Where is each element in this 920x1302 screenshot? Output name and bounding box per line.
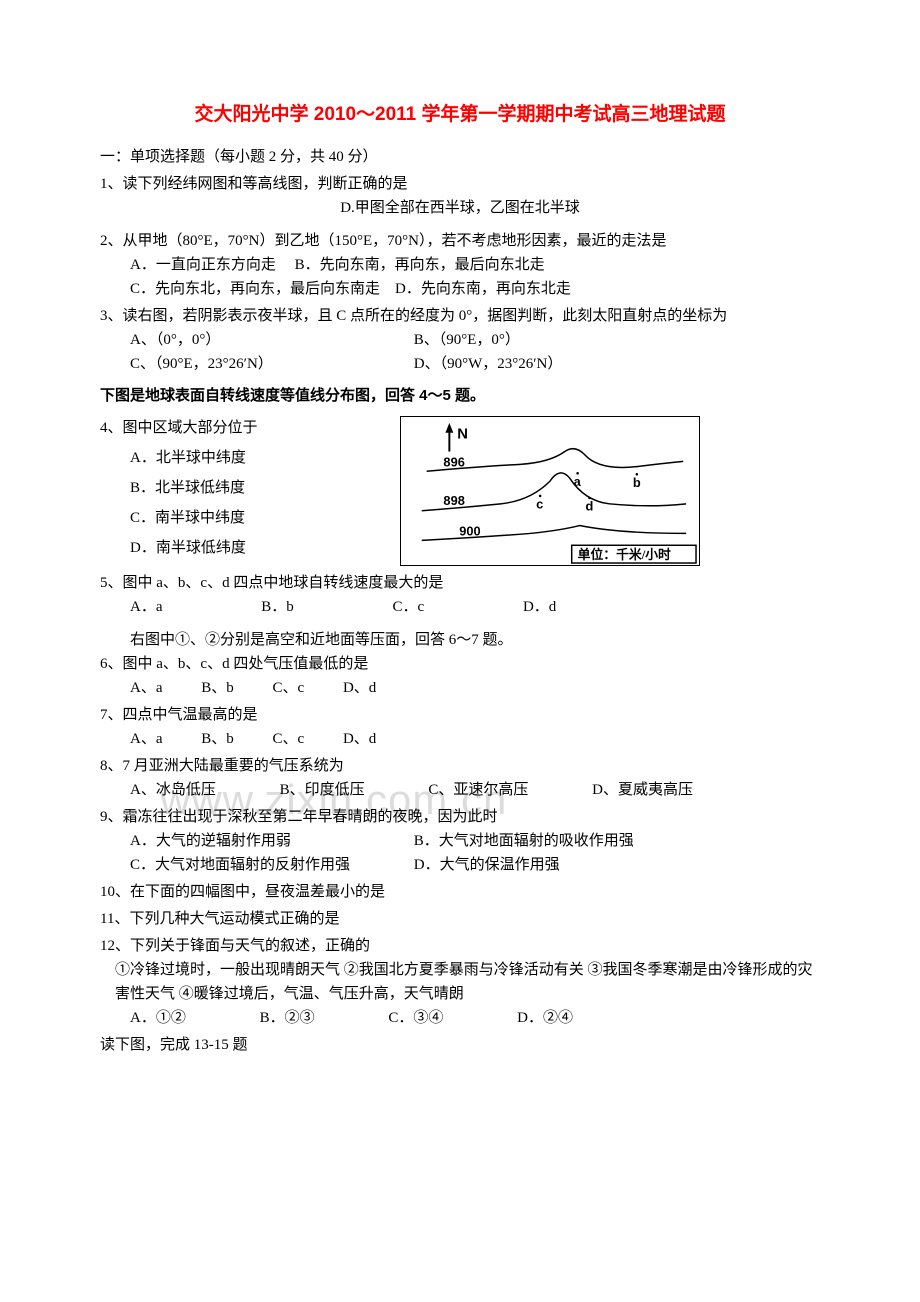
q3-optC: C、（90°E，23°26′N） bbox=[130, 352, 410, 376]
q9-optD: D．大气的保温作用强 bbox=[414, 853, 560, 877]
instruction-3: 读下图，完成 13-15 题 bbox=[100, 1033, 820, 1057]
chart-unit-label: 单位：千米/小时 bbox=[578, 547, 671, 562]
q5-optA: A．a bbox=[130, 595, 163, 619]
q12-text: 12、下列关于锋面与天气的叙述，正确的 bbox=[100, 934, 820, 958]
q2-optB: B．先向东南，再向东，最后向东北走 bbox=[295, 257, 545, 273]
q8-options: A、冰岛低压 B、印度低压 C、亚速尔高压 D、夏威夷高压 bbox=[100, 778, 820, 802]
q9-text: 9、霜冻往往出现于深秋至第二年早春晴朗的夜晚，因为此时 bbox=[100, 805, 820, 829]
point-b: b bbox=[633, 475, 641, 490]
q2-options-row1: A．一直向正东方向走 B．先向东南，再向东，最后向东北走 bbox=[100, 253, 820, 277]
q7-optA: A、a bbox=[130, 727, 163, 751]
point-a: a bbox=[574, 474, 582, 489]
q8-text: 8、7 月亚洲大陆最重要的气压系统为 bbox=[100, 754, 820, 778]
q4-optA: A．北半球中纬度 bbox=[100, 446, 350, 470]
q8-optD: D、夏威夷高压 bbox=[592, 778, 693, 802]
question-8: 8、7 月亚洲大陆最重要的气压系统为 A、冰岛低压 B、印度低压 C、亚速尔高压… bbox=[100, 754, 820, 802]
q6-optC: C、c bbox=[273, 676, 305, 700]
q9-optC: C．大气对地面辐射的反射作用强 bbox=[130, 853, 410, 877]
q6-optB: B、b bbox=[201, 676, 234, 700]
q4-optC: C．南半球中纬度 bbox=[100, 506, 350, 530]
q3-options-row2: C、（90°E，23°26′N） D、（90°W，23°26′N） bbox=[100, 352, 820, 376]
q7-optB: B、b bbox=[201, 727, 234, 751]
section-header: 一：单项选择题（每小题 2 分，共 40 分） bbox=[100, 145, 820, 169]
question-10: 10、在下面的四幅图中，昼夜温差最小的是 bbox=[100, 880, 820, 904]
q2-optC: C．先向东北，再向东，最后向东南走 bbox=[130, 281, 380, 297]
question-2: 2、从甲地（80°E，70°N）到乙地（150°E，70°N），若不考虑地形因素… bbox=[100, 229, 820, 301]
q11-text: 11、下列几种大气运动模式正确的是 bbox=[100, 907, 820, 931]
q4-text: 4、图中区域大部分位于 bbox=[100, 416, 350, 440]
chart-val-900: 900 bbox=[459, 524, 480, 539]
q1-optD: D.甲图全部在西半球，乙图在北半球 bbox=[100, 196, 820, 220]
q5-optD: D．d bbox=[523, 595, 556, 619]
q5-optB: B．b bbox=[261, 595, 294, 619]
q2-text: 2、从甲地（80°E，70°N）到乙地（150°E，70°N），若不考虑地形因素… bbox=[100, 229, 820, 253]
q6-optA: A、a bbox=[130, 676, 163, 700]
q1-text: 1、读下列经纬网图和等高线图，判断正确的是 bbox=[100, 172, 820, 196]
q3-optD: D、（90°W，23°26′N） bbox=[414, 352, 563, 376]
question-9: 9、霜冻往往出现于深秋至第二年早春晴朗的夜晚，因为此时 A．大气的逆辐射作用弱 … bbox=[100, 805, 820, 877]
q6-optD: D、d bbox=[343, 676, 376, 700]
q3-optA: A、（0°，0°） bbox=[130, 328, 410, 352]
q2-optD: D．先向东南，再向东北走 bbox=[395, 281, 571, 297]
question-3: 3、读右图，若阴影表示夜半球，且 C 点所在的经度为 0°，据图判断，此刻太阳直… bbox=[100, 304, 820, 376]
q4-optB: B．北半球低纬度 bbox=[100, 476, 350, 500]
q7-text: 7、四点中气温最高的是 bbox=[100, 703, 820, 727]
q4-optD: D．南半球低纬度 bbox=[100, 536, 350, 560]
q7-optD: D、d bbox=[343, 727, 376, 751]
q12-optA: A．①② bbox=[130, 1006, 186, 1030]
north-label: N bbox=[457, 427, 468, 443]
q9-row2: C．大气对地面辐射的反射作用强 D．大气的保温作用强 bbox=[100, 853, 820, 877]
q12-optB: B．②③ bbox=[260, 1006, 315, 1030]
q12-optC: C．③④ bbox=[388, 1006, 443, 1030]
chart-val-896: 896 bbox=[443, 455, 464, 470]
question-12: 12、下列关于锋面与天气的叙述，正确的 ①冷锋过境时，一般出现晴朗天气 ②我国北… bbox=[100, 934, 820, 1030]
q9-optA: A．大气的逆辐射作用弱 bbox=[130, 829, 410, 853]
q3-options-row1: A、（0°，0°） B、（90°E，0°） bbox=[100, 328, 820, 352]
instruction-2: 右图中①、②分别是高空和近地面等压面，回答 6～7 题。 bbox=[100, 628, 820, 652]
q3-text: 3、读右图，若阴影表示夜半球，且 C 点所在的经度为 0°，据图判断，此刻太阳直… bbox=[100, 304, 820, 328]
q8-optC: C、亚速尔高压 bbox=[428, 778, 528, 802]
question-6: 6、图中 a、b、c、d 四处气压值最低的是 A、a B、b C、c D、d bbox=[100, 652, 820, 700]
q3-optB: B、（90°E，0°） bbox=[414, 328, 520, 352]
question-1: 1、读下列经纬网图和等高线图，判断正确的是 D.甲图全部在西半球，乙图在北半球 bbox=[100, 172, 820, 220]
q5-options: A．a B．b C．c D．d bbox=[100, 595, 820, 619]
q12-options: A．①② B．②③ C．③④ D．②④ bbox=[100, 1006, 820, 1030]
point-d: d bbox=[586, 499, 594, 514]
q10-text: 10、在下面的四幅图中，昼夜温差最小的是 bbox=[100, 880, 820, 904]
q5-wrap: www.zixin.com.cn 5、图中 a、b、c、d 四点中地球自转线速度… bbox=[100, 571, 820, 652]
q7-optC: C、c bbox=[273, 727, 305, 751]
q8-optB: B、印度低压 bbox=[280, 778, 365, 802]
q2-optA: A．一直向正东方向走 bbox=[130, 257, 276, 273]
chart-val-898: 898 bbox=[443, 493, 464, 508]
q5-text: 5、图中 a、b、c、d 四点中地球自转线速度最大的是 bbox=[100, 571, 820, 595]
question-7: 7、四点中气温最高的是 A、a B、b C、c D、d bbox=[100, 703, 820, 751]
question-11: 11、下列几种大气运动模式正确的是 bbox=[100, 907, 820, 931]
page-title: 交大阳光中学 2010～2011 学年第一学期期中考试高三地理试题 bbox=[100, 100, 820, 130]
q12-optD: D．②④ bbox=[517, 1006, 573, 1030]
q7-options: A、a B、b C、c D、d bbox=[100, 727, 820, 751]
q6-options: A、a B、b C、c D、d bbox=[100, 676, 820, 700]
q12-sub: ①冷锋过境时，一般出现晴朗天气 ②我国北方夏季暴雨与冷锋活动有关 ③我国冬季寒潮… bbox=[100, 958, 820, 1006]
question-5: 5、图中 a、b、c、d 四点中地球自转线速度最大的是 A．a B．b C．c … bbox=[100, 571, 820, 619]
q8-optA: A、冰岛低压 bbox=[130, 778, 216, 802]
q4-container: 4、图中区域大部分位于 A．北半球中纬度 B．北半球低纬度 C．南半球中纬度 D… bbox=[100, 416, 820, 571]
instruction-1: 下图是地球表面自转线速度等值线分布图，回答 4～5 题。 bbox=[100, 384, 820, 408]
q9-optB: B．大气对地面辐射的吸收作用强 bbox=[414, 829, 634, 853]
q6-text: 6、图中 a、b、c、d 四处气压值最低的是 bbox=[100, 652, 820, 676]
point-c: c bbox=[536, 497, 543, 512]
q9-row1: A．大气的逆辐射作用弱 B．大气对地面辐射的吸收作用强 bbox=[100, 829, 820, 853]
q5-optC: C．c bbox=[393, 595, 425, 619]
velocity-chart: N 896 898 900 a b c d 单位：千米/小时 bbox=[400, 416, 700, 566]
q2-options-row2: C．先向东北，再向东，最后向东南走 D．先向东南，再向东北走 bbox=[100, 277, 820, 301]
